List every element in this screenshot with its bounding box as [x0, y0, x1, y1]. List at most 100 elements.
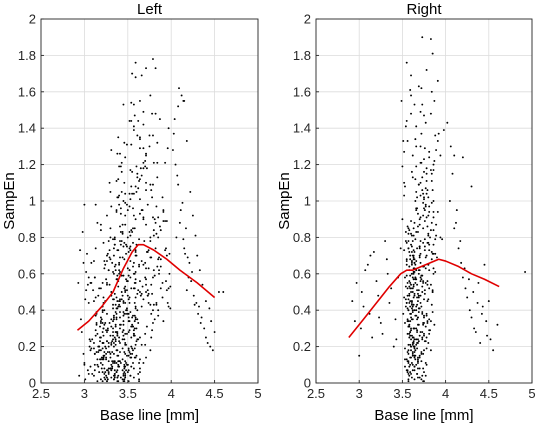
data-point	[121, 331, 124, 333]
data-point	[122, 320, 125, 323]
data-point	[421, 285, 424, 288]
data-point	[427, 232, 430, 235]
data-point	[140, 209, 143, 212]
data-point	[423, 316, 425, 319]
data-point	[401, 165, 404, 168]
data-point	[112, 345, 115, 348]
data-point	[439, 236, 442, 239]
data-point	[130, 185, 133, 188]
data-point	[115, 349, 118, 352]
data-point	[105, 347, 108, 350]
data-point	[110, 318, 113, 321]
data-point	[134, 249, 137, 252]
data-point	[422, 241, 425, 244]
data-point	[128, 301, 131, 304]
data-point	[106, 281, 108, 284]
data-point	[410, 94, 412, 97]
data-point	[405, 258, 408, 261]
data-point	[415, 230, 418, 233]
data-point	[128, 119, 131, 122]
data-point	[487, 300, 490, 303]
data-point	[103, 376, 106, 379]
data-point	[105, 358, 108, 361]
data-point	[405, 241, 408, 244]
data-point	[395, 338, 398, 341]
data-point	[99, 316, 102, 319]
data-point	[412, 345, 415, 348]
data-point	[413, 251, 416, 253]
data-point	[124, 365, 127, 368]
data-point	[419, 261, 422, 264]
data-point	[411, 352, 414, 355]
data-point	[460, 261, 463, 264]
data-point	[415, 125, 418, 128]
data-point	[104, 378, 107, 381]
data-point	[409, 320, 412, 323]
data-point	[408, 265, 411, 268]
data-point	[351, 300, 354, 303]
data-point	[155, 301, 158, 304]
data-point	[399, 247, 402, 250]
data-point	[402, 139, 405, 142]
data-point	[112, 298, 114, 301]
data-point	[165, 220, 168, 222]
data-point	[406, 351, 409, 354]
data-point	[410, 170, 413, 173]
data-point	[87, 301, 90, 304]
data-point	[423, 196, 425, 199]
data-point	[109, 352, 112, 355]
data-point	[413, 258, 416, 261]
data-point	[408, 323, 411, 326]
data-point	[411, 336, 414, 339]
data-point	[410, 232, 412, 235]
data-point	[413, 338, 416, 341]
data-point	[99, 378, 102, 381]
data-point	[155, 303, 158, 306]
data-point	[467, 278, 470, 281]
data-point	[115, 296, 118, 299]
data-point	[406, 332, 409, 335]
data-point	[95, 323, 98, 326]
data-point	[110, 343, 113, 346]
data-point	[164, 249, 167, 252]
data-point	[410, 245, 413, 248]
data-point	[132, 214, 135, 217]
data-point	[411, 291, 414, 293]
data-point	[162, 220, 165, 222]
data-point	[403, 296, 406, 299]
data-point	[421, 176, 424, 179]
data-point	[79, 249, 82, 252]
data-point	[157, 309, 160, 312]
data-point	[408, 294, 411, 297]
data-point	[145, 291, 147, 293]
data-point	[112, 360, 115, 363]
data-point	[425, 254, 428, 257]
data-point	[101, 309, 104, 312]
data-point	[135, 340, 138, 343]
data-point	[422, 352, 425, 355]
data-point	[112, 303, 114, 306]
data-point	[412, 271, 415, 273]
data-point	[403, 249, 406, 252]
data-point	[152, 269, 155, 272]
x-tick-label: 3	[356, 386, 363, 401]
data-point	[413, 261, 416, 264]
data-point	[119, 298, 121, 301]
data-point	[167, 127, 170, 130]
data-point	[142, 123, 145, 126]
data-point	[104, 321, 107, 324]
data-point	[432, 216, 435, 219]
data-point	[423, 220, 426, 222]
data-point	[133, 334, 136, 337]
data-point	[428, 205, 431, 208]
data-point	[126, 312, 129, 315]
data-point	[417, 272, 420, 275]
data-point	[489, 338, 492, 341]
data-point	[404, 125, 407, 128]
data-point	[435, 223, 438, 226]
x-tick-label: 2.5	[307, 386, 325, 401]
data-point	[424, 362, 427, 364]
data-point	[115, 209, 118, 212]
data-point	[415, 165, 418, 168]
data-point	[132, 227, 134, 230]
